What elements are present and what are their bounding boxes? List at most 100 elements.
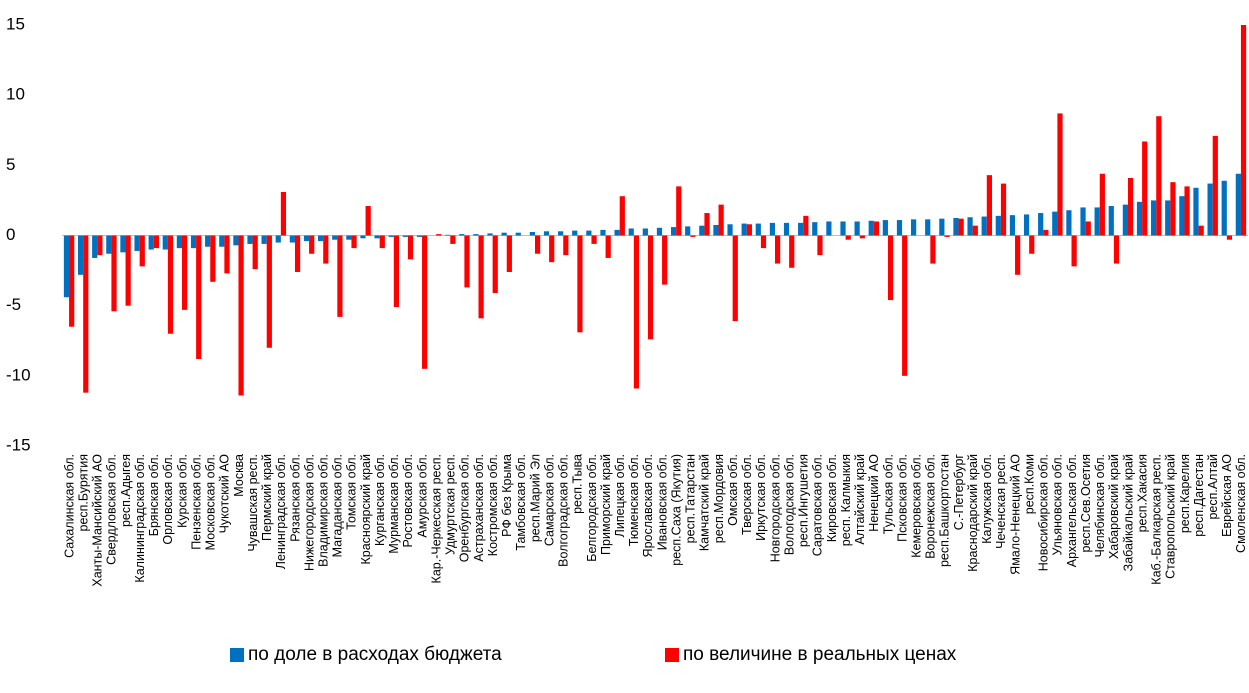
- x-tick-label: Кировская обл.: [825, 454, 839, 542]
- bar: [360, 235, 366, 239]
- x-tick-label: респ.Ингушетия: [797, 454, 811, 547]
- x-tick-label: Оренбургская обл.: [458, 454, 472, 562]
- x-tick-label: респ. Калмыкия: [839, 454, 853, 546]
- x-tick-label: С.-Петербург: [952, 454, 966, 531]
- bar: [1127, 177, 1134, 236]
- x-tick-label: Забайкальский край: [1121, 454, 1135, 571]
- bar: [619, 196, 625, 236]
- bar: [515, 232, 521, 236]
- bar: [549, 235, 555, 263]
- x-tick-label: респ.Алтай: [1206, 454, 1220, 520]
- bar: [478, 235, 484, 319]
- bar: [148, 235, 154, 250]
- bar: [346, 235, 352, 240]
- bar: [600, 229, 606, 236]
- bar: [586, 230, 592, 236]
- bar: [1226, 235, 1233, 240]
- bar: [577, 235, 583, 333]
- bar: [882, 220, 888, 236]
- bar: [492, 235, 498, 294]
- bar: [219, 235, 225, 247]
- legend-label: по величине в реальных ценах: [683, 644, 957, 665]
- bar: [473, 234, 479, 236]
- x-tick-label: Тамбовская обл.: [514, 454, 528, 551]
- x-tick-label: Рязанская обл.: [288, 454, 302, 542]
- bar: [309, 235, 315, 254]
- y-tick-label: -10: [6, 365, 31, 384]
- bar: [97, 235, 103, 256]
- bar: [713, 224, 719, 236]
- bar: [182, 235, 188, 310]
- bar: [402, 235, 408, 237]
- bar: [393, 235, 399, 308]
- x-tick-label: респ.Дагестан: [1192, 454, 1206, 537]
- bar: [1066, 210, 1072, 236]
- bar: [896, 220, 903, 236]
- bar: [662, 235, 668, 285]
- bar: [798, 222, 804, 236]
- bar: [614, 229, 620, 236]
- x-tick-label: респ.Бурятия: [76, 454, 90, 532]
- x-tick-label: Кар.-Черкесская респ.: [429, 454, 443, 583]
- bar: [92, 235, 98, 258]
- x-tick-label: Архангельская обл.: [1065, 454, 1079, 567]
- bar: [953, 217, 959, 236]
- bar: [374, 235, 380, 239]
- bar: [981, 216, 987, 236]
- x-tick-label: Алтайский край: [853, 454, 867, 545]
- x-tick-label: Смоленская обл.: [1234, 454, 1248, 553]
- x-tick-label: респ.Карелия: [1178, 454, 1192, 533]
- bar: [153, 235, 159, 249]
- x-tick-label: Ростовская обл.: [401, 454, 415, 548]
- bar: [120, 235, 126, 253]
- bar: [1009, 215, 1016, 236]
- bar: [1136, 201, 1143, 236]
- x-tick-label: респ.Татарстан: [684, 454, 698, 543]
- bar: [775, 235, 781, 264]
- bar: [859, 235, 865, 239]
- bar: [125, 235, 131, 306]
- x-tick-label: Астраханская обл.: [472, 454, 486, 562]
- bar: [323, 235, 329, 264]
- bar: [967, 217, 973, 236]
- bar: [1113, 235, 1120, 264]
- bar: [572, 230, 578, 236]
- bar: [289, 235, 295, 243]
- x-tick-label: Амурская обл.: [415, 454, 429, 538]
- x-tick-label: РФ без Крыма: [500, 454, 514, 537]
- x-tick-label: Московская обл.: [204, 454, 218, 550]
- x-tick-label: респ.Мордовия: [712, 454, 726, 543]
- bar: [902, 235, 908, 376]
- bar: [422, 235, 428, 369]
- bar: [365, 206, 371, 236]
- x-tick-label: Калининградская обл.: [133, 454, 147, 583]
- x-tick-label: Вологодская обл.: [782, 454, 796, 555]
- bar: [732, 235, 738, 322]
- bar: [925, 219, 931, 236]
- bar: [670, 227, 677, 236]
- bar: [318, 235, 324, 242]
- x-tick-label: Ненецкий АО: [867, 454, 881, 532]
- bar: [718, 204, 724, 236]
- bar: [944, 235, 950, 237]
- bar: [1221, 180, 1227, 236]
- bar: [196, 235, 202, 359]
- bar: [379, 235, 385, 249]
- bar: [247, 235, 253, 244]
- x-tick-label: Воронежская обл.: [924, 454, 938, 559]
- bar: [487, 233, 493, 236]
- x-tick-label: Белгородская обл.: [585, 454, 599, 562]
- bar: [840, 221, 846, 236]
- bar: [506, 235, 512, 272]
- x-tick-label: Владимирская обл.: [316, 454, 330, 567]
- bar: [817, 235, 823, 256]
- bar: [280, 191, 287, 236]
- x-tick-label: Чувашская респ.: [246, 454, 260, 552]
- bar: [77, 235, 84, 275]
- bar: [176, 235, 183, 249]
- bar: [294, 235, 301, 272]
- y-tick-label: 10: [6, 85, 25, 104]
- bar: [1170, 182, 1176, 236]
- x-tick-label: Ханты-Мансийский АО: [91, 454, 105, 587]
